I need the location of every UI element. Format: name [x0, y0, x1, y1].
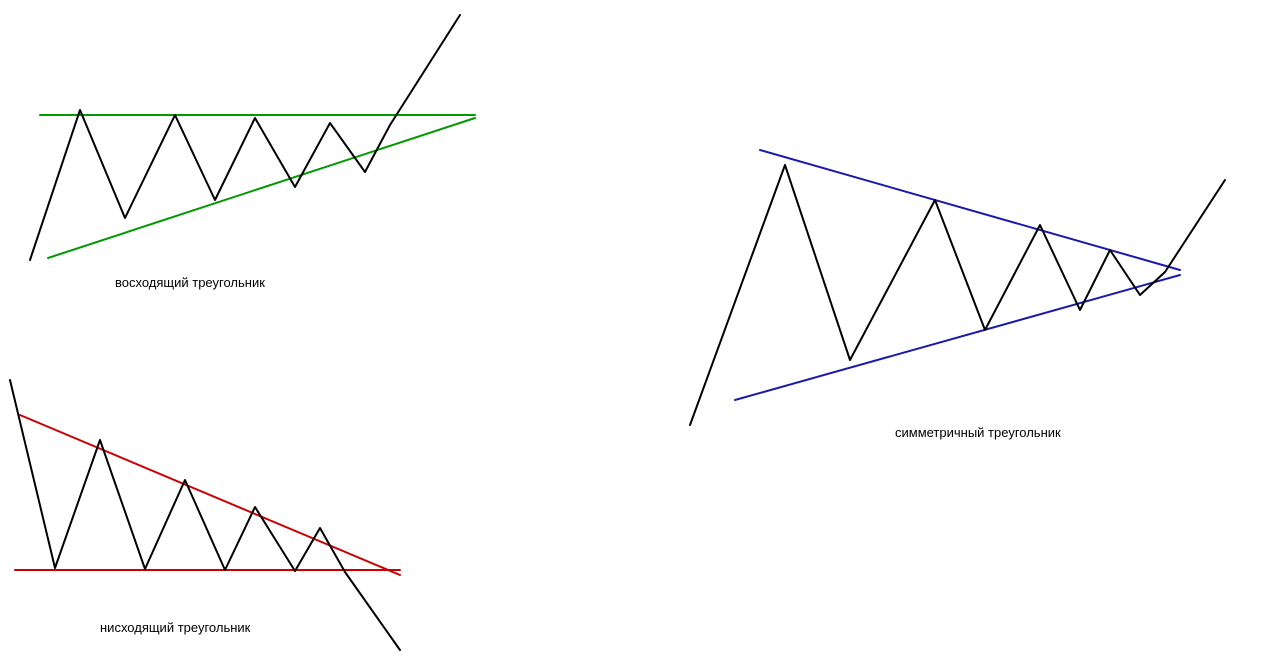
symmetric-triangle-svg — [680, 95, 1240, 435]
ascending-triangle-label: восходящий треугольник — [115, 275, 265, 290]
ascending-triangle-svg — [20, 10, 490, 270]
descending-triangle-chart — [0, 370, 430, 660]
ascending-triangle-chart — [20, 10, 490, 270]
symmetric-triangle-label: симметричный треугольник — [895, 425, 1061, 440]
descending-triangle-label: нисходящий треугольник — [100, 620, 250, 635]
symmetric-triangle-chart — [680, 95, 1240, 435]
descending-triangle-svg — [0, 370, 430, 660]
